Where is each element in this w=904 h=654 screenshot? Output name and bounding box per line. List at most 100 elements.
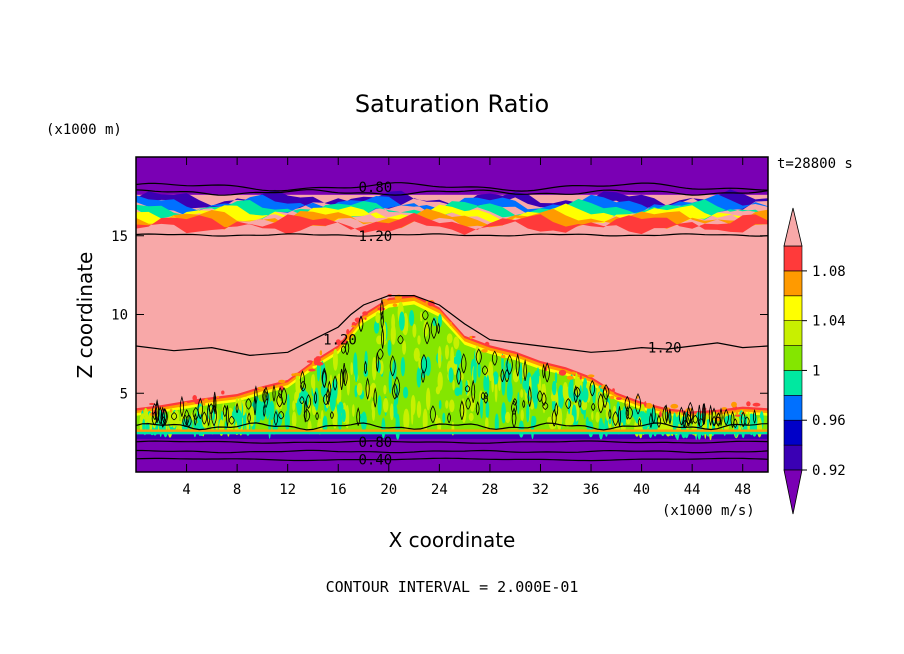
cloud-cell [249,406,255,427]
edge-speckle [204,398,209,403]
cloud-contour [393,376,401,398]
cloud-cell [551,380,557,396]
contour-label: 0.40 [359,452,393,468]
contour-120-upper [136,233,768,237]
cloud-cell [435,386,441,395]
cloud-cell [442,412,446,424]
cloud-contour [512,398,517,406]
cloud-contour [634,393,642,415]
edge-speckle [449,321,452,326]
edge-speckle [670,403,679,409]
cloud-contour [314,390,317,404]
cloud-cell [403,386,409,399]
edge-speckle [566,375,574,380]
cloud-cell [341,409,346,423]
cloud-contour [626,406,633,420]
cloud-cell [494,380,498,403]
cloud-contour [300,380,306,392]
colorbar-band [783,394,803,421]
cloud-contour [624,395,630,412]
colorbar-min-arrow [783,469,803,515]
cloud-contour [578,399,582,408]
cloud-cell [519,362,523,385]
colorbar-band [783,270,803,297]
edge-speckle [243,393,248,397]
cloud-cell [322,415,328,433]
cloud-contour [504,369,510,383]
x-tick-label: 44 [684,482,701,498]
cloud-contour [389,355,396,377]
edge-speckle [587,374,595,378]
edge-speckle [610,395,615,400]
cloud-contour [597,393,604,414]
contour-040-lower [136,457,768,462]
edge-speckle [184,401,188,404]
cloud-cell [605,402,610,421]
cloud-contour [303,408,311,422]
cloud-contour [565,398,572,409]
cloud-cell [518,420,524,438]
cloud-contour [574,386,581,398]
cloud-contour [179,395,184,417]
cloud-contour [692,414,698,424]
cloud-cell [375,312,381,324]
cloud-cell [485,401,490,419]
cloud-contour [278,410,285,420]
cloud-cell [416,367,422,388]
contour-120-cloud [136,295,768,357]
cloud-cell [376,335,383,345]
colorbar-max-arrow [783,207,803,247]
cloud-cell [452,379,455,391]
cloud-contour [330,411,334,419]
cloud-cell [485,417,489,430]
cloud-cell [565,416,571,428]
cloud-cell [310,374,316,389]
edge-speckle [308,368,316,372]
edge-speckle [481,349,488,353]
cloud-contour [523,359,527,382]
edge-speckle [736,410,739,416]
time-label: t=28800 s [777,156,853,172]
edge-speckle [279,385,284,391]
colorbar-label: 0.92 [812,463,846,479]
cloud-cell [226,420,230,437]
cloud-cell [591,411,594,421]
cloud-contour [456,367,462,385]
edge-speckle [570,371,576,375]
cloud-cell [389,403,394,421]
cloud-cell [562,382,568,400]
cloud-cell [402,340,407,355]
cloud-contour [573,385,578,403]
cloud-cell [292,400,296,412]
cloud-contour [273,410,279,426]
cloud-cell [582,387,589,403]
cloud-cell [435,414,439,425]
cloud-contour [682,419,688,429]
cloud-cell [336,384,342,406]
cloud-cell [377,395,382,416]
cloud-contour [339,368,344,390]
edge-speckle [746,401,751,407]
cloud-contour [429,405,436,424]
contour-lines [136,182,768,462]
x-tick-label: 32 [532,482,549,498]
x-tick-label: 8 [233,482,241,498]
cloud-contour [544,362,550,383]
cloud-contour [527,385,532,407]
colorbar-label: 1 [812,363,820,379]
cloud-cell [526,404,530,423]
colorbar-label: 1.04 [812,314,846,330]
cloud-contour [542,401,549,410]
cloud-contour [222,404,227,417]
edge-speckle [346,335,352,341]
cloud-contour [602,384,610,400]
transition-layer-6 [136,212,768,235]
cloud-cell [426,387,431,411]
cloud-cell [554,372,558,384]
cloud-cell [533,389,538,406]
cloud-contour [247,412,251,424]
cloud-cell [568,381,572,399]
edge-speckle [278,379,286,384]
cloud-contour [235,402,239,414]
cloud-contour [465,397,471,410]
